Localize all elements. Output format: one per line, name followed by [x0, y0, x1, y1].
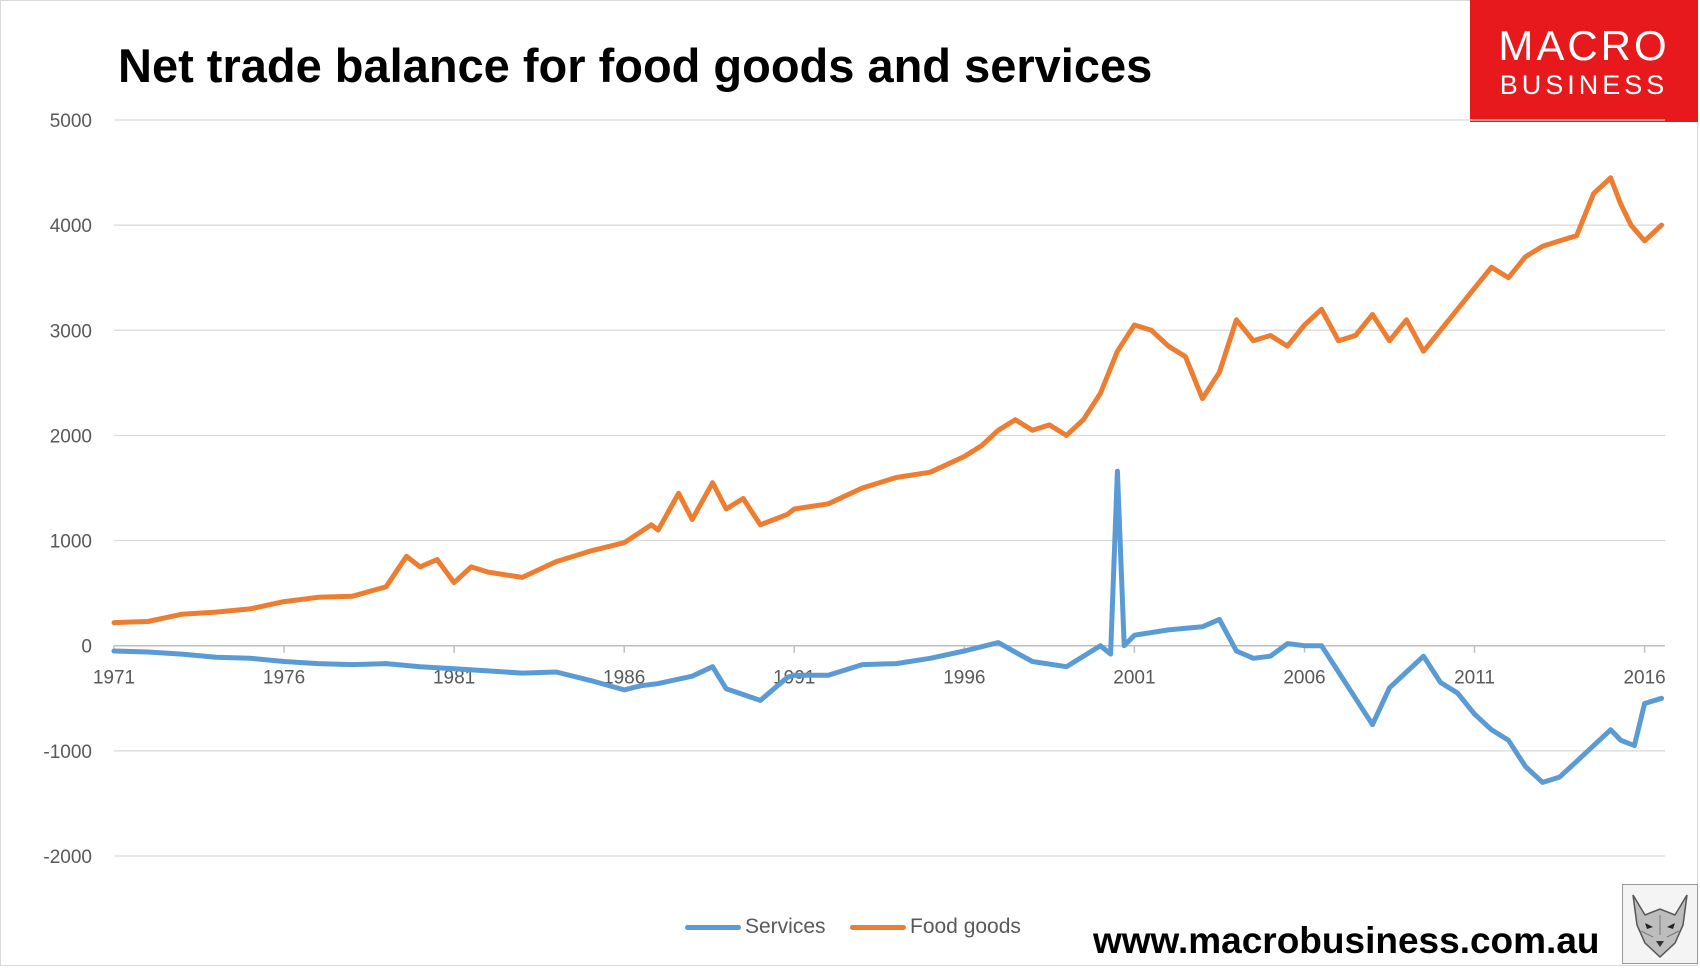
x-tick-label: 2006 — [1283, 668, 1325, 689]
legend-item-services: Services — [685, 912, 826, 942]
website-url[interactable]: www.macrobusiness.com.au — [1093, 920, 1600, 961]
y-tick-label: 2000 — [50, 426, 92, 447]
y-tick-label: 4000 — [50, 216, 92, 237]
x-tick-label: 2011 — [1454, 668, 1495, 689]
legend-label-services: Services — [745, 915, 826, 938]
legend-item-food-goods: Food goods — [850, 912, 1021, 942]
x-axis-tick-labels: 1971 1976 1981 1986 1991 1996 2001 2006 2011 2016 — [93, 668, 1666, 689]
x-tick-label: 1976 — [263, 668, 305, 689]
y-tick-label: -1000 — [43, 742, 92, 763]
x-tick-label: 2016 — [1623, 668, 1665, 689]
x-axis-line-group — [113, 644, 1665, 653]
x-tick-label: 2001 — [1113, 668, 1155, 689]
x-tick-label: 1986 — [603, 668, 645, 689]
gridlines — [114, 119, 1665, 857]
legend: Services Food goods — [0, 912, 1700, 942]
y-tick-label: 3000 — [50, 321, 92, 342]
y-tick-label: -2000 — [43, 847, 92, 868]
logo-line-2: BUSINESS — [1499, 70, 1669, 100]
x-tick-label: 1971 — [93, 668, 135, 689]
macro-business-logo: MACRO BUSINESS — [1470, 0, 1698, 122]
x-tick-label: 1981 — [433, 668, 475, 689]
y-tick-label: 0 — [81, 637, 92, 658]
series-lines — [111, 175, 1665, 785]
legend-label-food-goods: Food goods — [910, 915, 1021, 938]
x-tick-label: 1996 — [943, 668, 985, 689]
legend-swatch-food-goods — [850, 924, 906, 930]
series-line-services — [111, 468, 1665, 785]
series-line-food-goods — [111, 175, 1665, 626]
chart-title: Net trade balance for food goods and ser… — [118, 39, 1153, 92]
y-tick-label: 5000 — [50, 111, 92, 132]
logo-line-1: MACRO — [1498, 22, 1670, 69]
wolf-logo-icon — [1622, 884, 1698, 964]
y-axis-tick-labels: 5000 4000 3000 2000 1000 0 -1000 -2000 — [43, 111, 92, 868]
legend-swatch-services — [685, 924, 741, 930]
y-tick-label: 1000 — [50, 532, 92, 553]
